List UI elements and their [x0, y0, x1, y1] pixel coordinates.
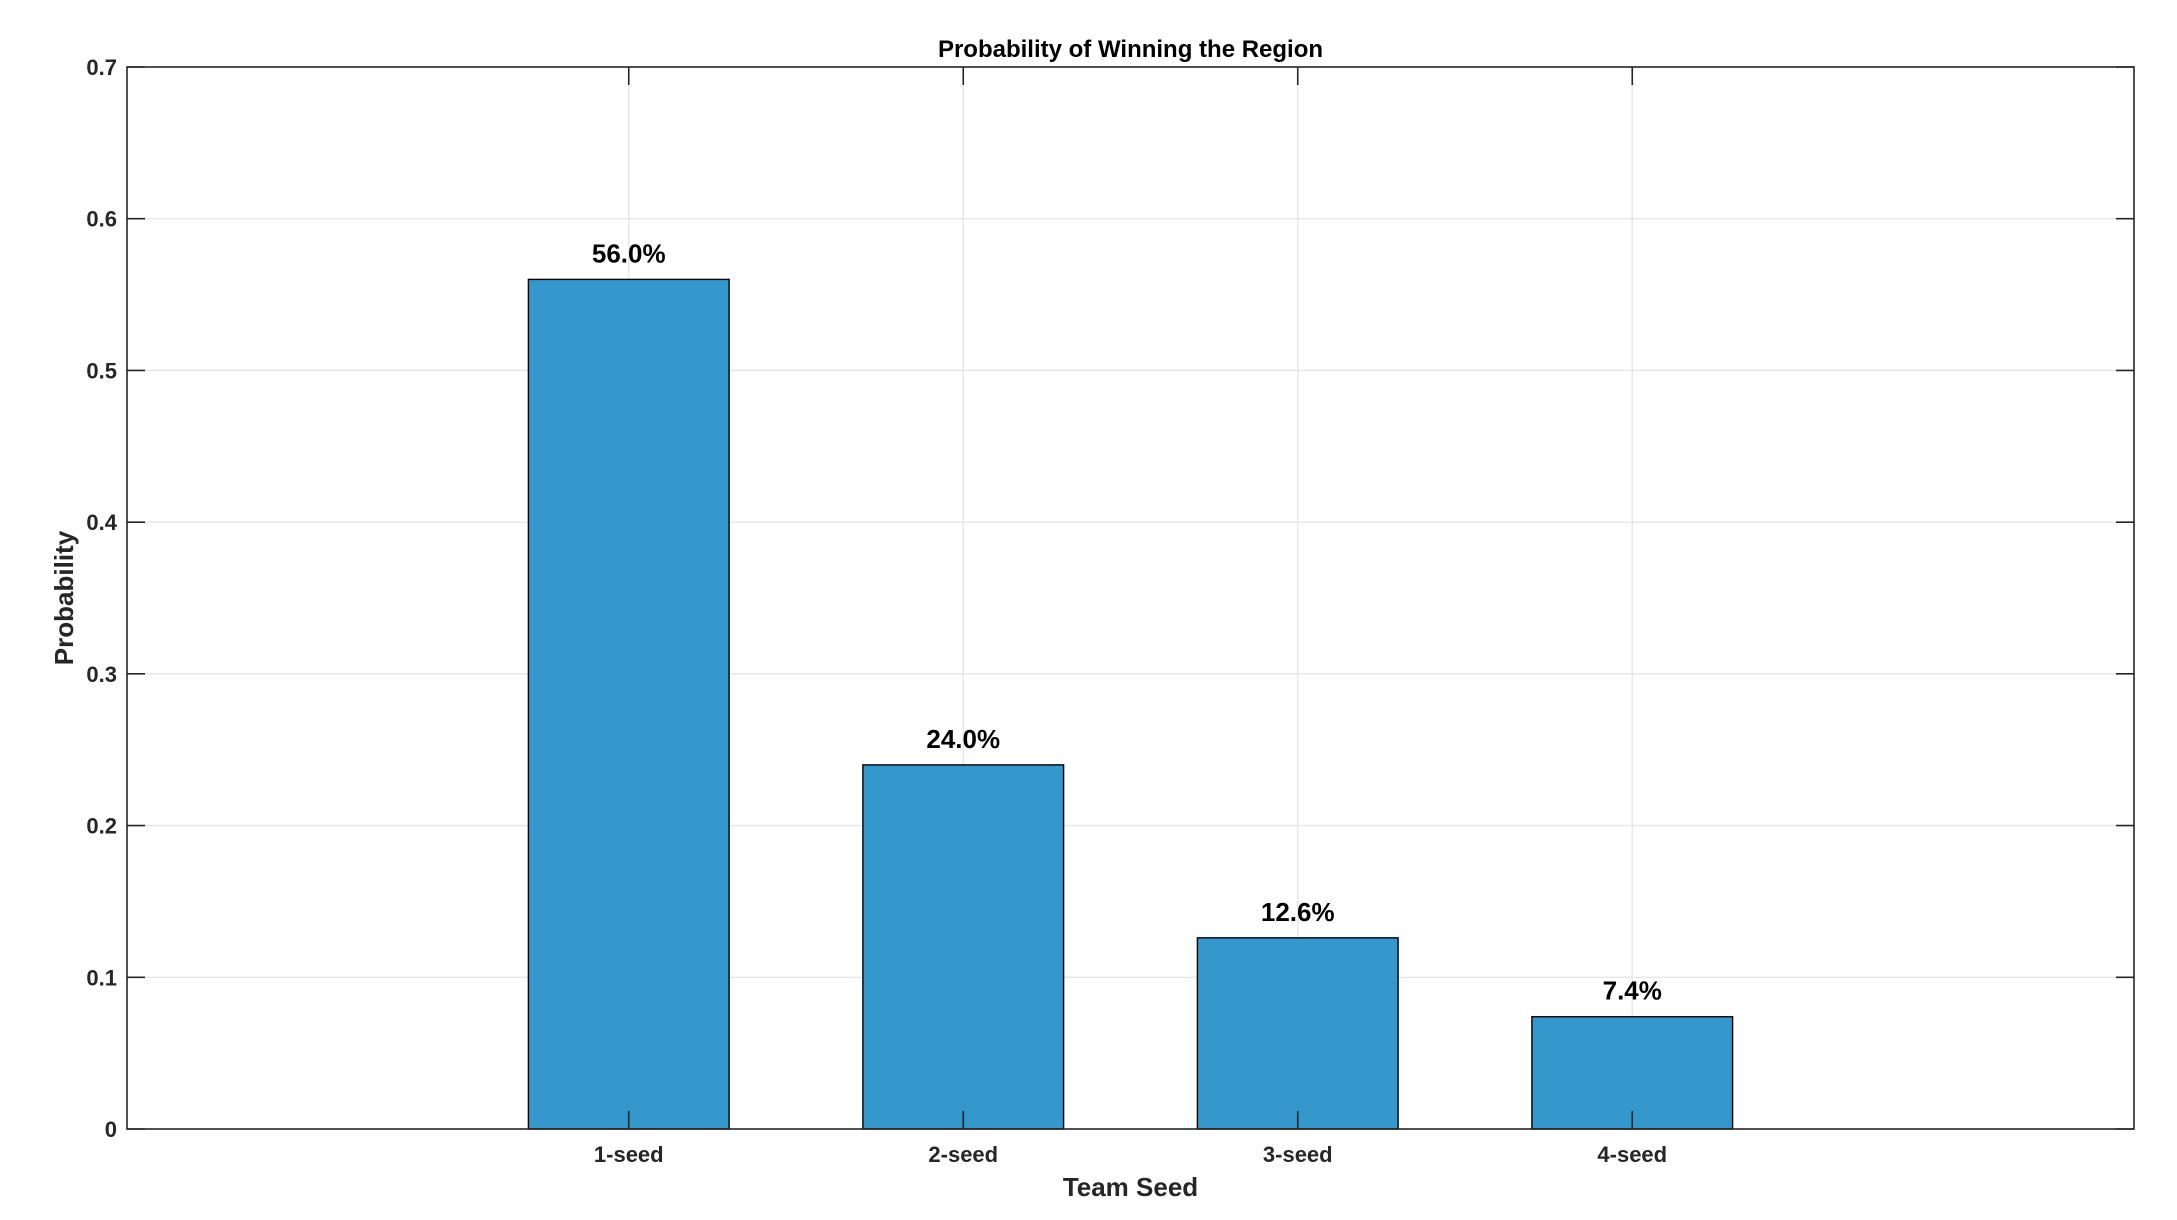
grid-lines [127, 67, 2134, 1129]
chart-title: Probability of Winning the Region [938, 36, 1323, 63]
bar-value-labels: 56.0% 24.0% 12.6% 7.4% [592, 238, 1662, 1005]
y-axis-tick-labels: 0 0.1 0.2 0.3 0.4 0.5 0.6 0.7 [86, 55, 117, 1142]
y-tick-label: 0 [105, 1117, 117, 1142]
y-tick-label: 0.2 [86, 814, 117, 839]
plot-area-border [126, 66, 2135, 1130]
y-tick-label: 0.4 [86, 510, 117, 535]
bar-value-label: 56.0% [592, 238, 666, 268]
x-axis-title: Team Seed [1063, 1172, 1198, 1202]
y-tick-label: 0.7 [86, 55, 117, 80]
y-tick-label: 0.1 [86, 965, 117, 990]
bar-4-seed [1531, 1016, 1734, 1130]
bars [527, 278, 1734, 1130]
bar-2-seed [862, 764, 1065, 1130]
x-axis-tick-labels: 1-seed 2-seed 3-seed 4-seed [594, 1142, 1667, 1167]
y-tick-label: 0.5 [86, 358, 117, 383]
x-tick-label: 2-seed [928, 1142, 998, 1167]
bar-3-seed [1196, 937, 1399, 1130]
x-tick-label: 3-seed [1263, 1142, 1333, 1167]
bar-value-label: 24.0% [926, 724, 1000, 754]
y-tick-label: 0.6 [86, 207, 117, 232]
x-tick-label: 1-seed [594, 1142, 664, 1167]
axis-ticks [127, 66, 2134, 1130]
bar-value-label: 12.6% [1261, 897, 1335, 927]
y-tick-label: 0.3 [86, 662, 117, 687]
bar-1-seed [527, 278, 730, 1130]
x-tick-label: 4-seed [1597, 1142, 1667, 1167]
bar-value-label: 7.4% [1603, 976, 1662, 1006]
y-axis-title: Probability [49, 530, 79, 665]
